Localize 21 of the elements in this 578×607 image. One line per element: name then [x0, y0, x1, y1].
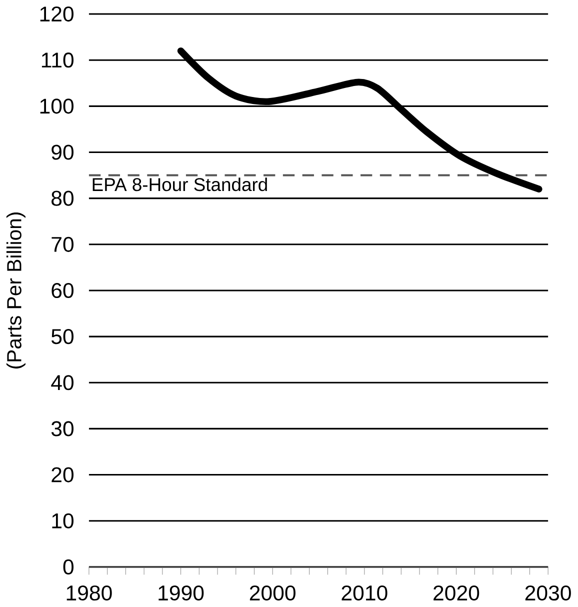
y-axis-title: (Parts Per Billion) [6, 212, 26, 368]
y-tick-label: 10 [52, 513, 74, 528]
y-tick-label: 110 [42, 52, 74, 68]
x-tick-label: 2000 [250, 585, 296, 601]
y-tick-label: 20 [52, 467, 74, 482]
x-tick-label: 1980 [66, 585, 112, 601]
x-tick-label: 2020 [433, 585, 479, 601]
y-tick-label: 80 [51, 190, 74, 206]
y-tick-label: 60 [52, 282, 74, 298]
y-tick-label: 50 [51, 329, 74, 344]
y-tick-label: 90 [52, 144, 74, 160]
y-tick-label: 0 [63, 559, 74, 574]
y-tick-label: 40 [50, 375, 74, 390]
x-tick-label: 1990 [158, 585, 204, 601]
x-tick-label: 2010 [342, 585, 388, 601]
y-tick-label: 120 [40, 6, 74, 22]
y-tick-label: 100 [40, 98, 74, 114]
y-tick-label: 30 [51, 421, 74, 436]
ref-line-label: EPA 8-Hour Standard [92, 178, 267, 192]
y-tick-label: 70 [52, 236, 74, 252]
x-tick-label: 2030 [525, 585, 571, 601]
